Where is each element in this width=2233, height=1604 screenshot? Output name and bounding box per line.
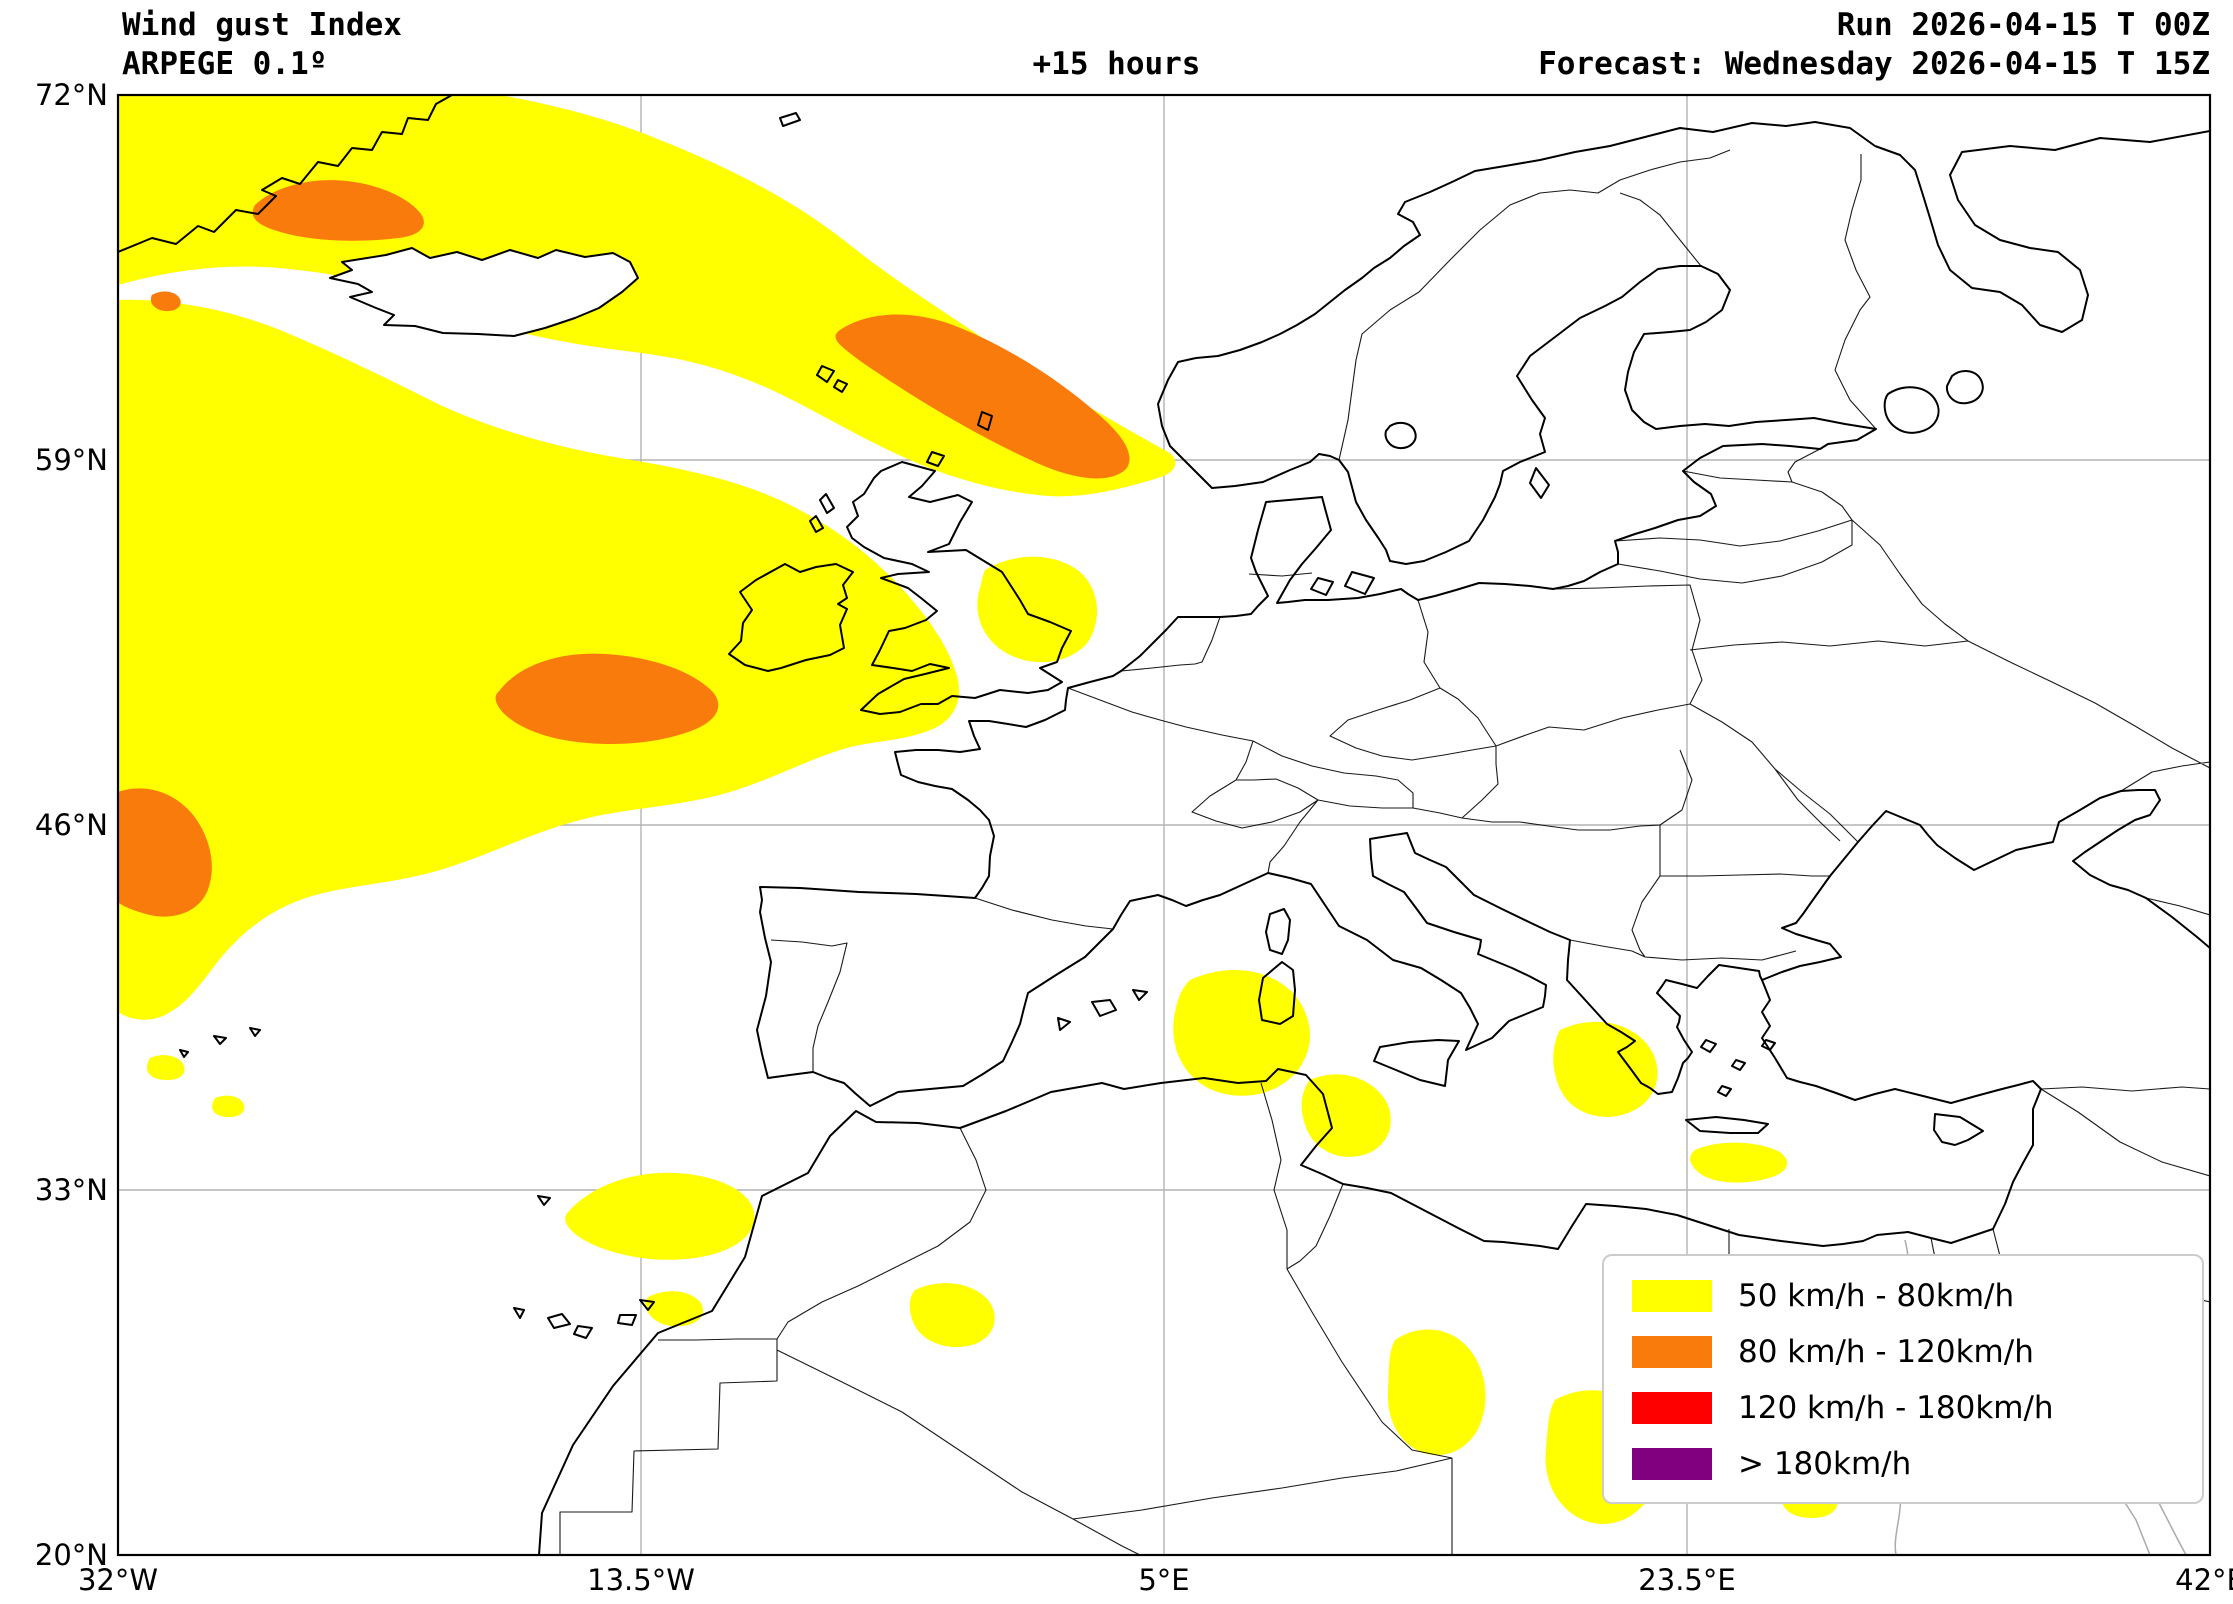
header-left: Wind gust Index ARPEGE 0.1º xyxy=(122,6,402,84)
lat-tick-33n: 33°N xyxy=(34,1173,108,1207)
lakes xyxy=(1384,370,1984,450)
legend-label-80-120: 80 km/h - 120km/h xyxy=(1738,1334,2034,1370)
lon-tick-13-5w: 13.5°W xyxy=(587,1563,695,1597)
continental-europe-coast xyxy=(756,121,2210,1107)
lat-tick-46n: 46°N xyxy=(34,808,108,842)
plot-frame xyxy=(116,93,2212,1557)
legend-row-gt-180: > 180km/h xyxy=(1604,1436,2202,1492)
legend-swatch-50-80 xyxy=(1632,1280,1712,1312)
ireland-coast xyxy=(728,563,854,672)
islands-coast xyxy=(179,112,1984,1339)
lon-tick-5e: 5°E xyxy=(1138,1563,1190,1597)
legend-swatch-120-180 xyxy=(1632,1392,1712,1424)
model-label: ARPEGE 0.1º xyxy=(122,46,328,82)
wind-band-80-120-areas xyxy=(118,180,1130,917)
greenland-coast xyxy=(118,95,453,253)
lat-tick-20n: 20°N xyxy=(34,1538,108,1572)
lat-tick-72n: 72°N xyxy=(34,78,108,112)
iceland-coast xyxy=(329,247,639,337)
coastlines xyxy=(118,95,2210,1555)
lon-tick-23-5e: 23.5°E xyxy=(1638,1563,1736,1597)
legend-row-120-180: 120 km/h - 180km/h xyxy=(1604,1380,2202,1436)
legend-swatch-gt-180 xyxy=(1632,1448,1712,1480)
lead-time-label: +15 hours xyxy=(1032,46,1201,82)
country-borders xyxy=(559,149,2210,1555)
turkey-africa-coast xyxy=(538,979,2042,1555)
legend: 50 km/h - 80km/h 80 km/h - 120km/h 120 k… xyxy=(1602,1254,2204,1504)
run-label: Run 2026-04-15 T 00Z xyxy=(1836,7,2210,43)
lat-tick-59n: 59°N xyxy=(34,443,108,477)
great-britain-coast xyxy=(846,461,1072,715)
legend-swatch-80-120 xyxy=(1632,1336,1712,1368)
legend-row-50-80: 50 km/h - 80km/h xyxy=(1604,1268,2202,1324)
lon-tick-32w: 32°W xyxy=(77,1563,159,1597)
map-title: Wind gust Index xyxy=(122,7,402,43)
header-right: Run 2026-04-15 T 00Z Forecast: Wednesday … xyxy=(1538,6,2210,84)
legend-label-120-180: 120 km/h - 180km/h xyxy=(1738,1390,2054,1426)
forecast-label: Forecast: Wednesday 2026-04-15 T 15Z xyxy=(1538,46,2210,82)
legend-label-50-80: 50 km/h - 80km/h xyxy=(1738,1278,2015,1314)
legend-label-gt-180: > 180km/h xyxy=(1738,1446,1912,1482)
legend-row-80-120: 80 km/h - 120km/h xyxy=(1604,1324,2202,1380)
lon-tick-42e: 42°E xyxy=(2175,1563,2233,1597)
